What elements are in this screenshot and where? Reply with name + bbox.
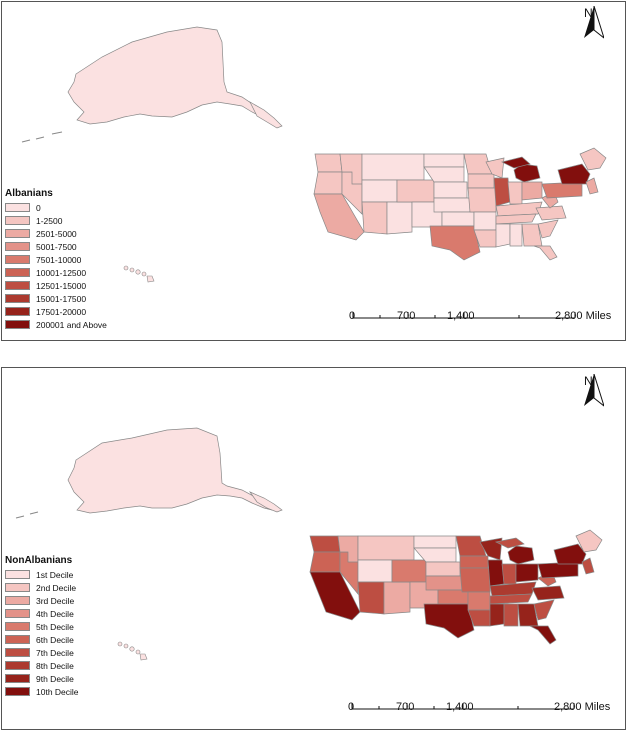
legend-item: 200001 and Above <box>5 318 107 331</box>
legend-label: 1st Decile <box>36 569 74 580</box>
legend-swatch <box>5 281 30 290</box>
scale-tick-700: 700 <box>396 701 415 713</box>
legend-item: 6th Decile <box>5 633 79 646</box>
legend-label: 8th Decile <box>36 660 74 671</box>
legend-item: 17501-20000 <box>5 305 107 318</box>
legend-swatch <box>5 687 30 696</box>
legend-label: 10th Decile <box>36 686 79 697</box>
legend-label: 6th Decile <box>36 634 74 645</box>
legend-label: 2nd Decile <box>36 582 77 593</box>
hawaii-shape <box>117 641 148 661</box>
legend-swatch <box>5 255 30 264</box>
legend-label: 15001-17500 <box>36 293 87 304</box>
legend-item: 7501-10000 <box>5 253 107 266</box>
hawaii-shape <box>123 265 155 283</box>
legend-label: 200001 and Above <box>36 319 107 330</box>
legend-swatch <box>5 203 30 212</box>
nonalbanians-legend: NonAlbanians 1st Decile 2nd Decile 3rd Dec… <box>5 555 79 698</box>
legend-swatch <box>5 622 30 631</box>
scale-tick-2800: 2,800 Miles <box>555 310 612 322</box>
legend-item: 4th Decile <box>5 607 79 620</box>
nonalbanians-map-canvas <box>15 427 603 661</box>
legend-label: 12501-15000 <box>36 280 87 291</box>
scale-bar-line <box>352 312 576 319</box>
legend-item: 2nd Decile <box>5 581 79 594</box>
legend-label: 3rd Decile <box>36 595 75 606</box>
albanians-map-canvas <box>21 26 607 283</box>
legend-swatch <box>5 320 30 329</box>
scale-bar: 0 700 1,400 2,800 Miles <box>348 701 620 729</box>
legend-label: 9th Decile <box>36 673 74 684</box>
legend-label: 10001-12500 <box>36 267 87 278</box>
legend-swatch <box>5 229 30 238</box>
legend-label: 2501-5000 <box>36 228 77 239</box>
legend-label: 7501-10000 <box>36 254 82 265</box>
north-label: N <box>584 374 593 388</box>
legend-item: 1st Decile <box>5 568 79 581</box>
legend-swatch <box>5 570 30 579</box>
legend-item: 1-2500 <box>5 214 107 227</box>
legend-swatch <box>5 307 30 316</box>
legend-label: 0 <box>36 202 41 213</box>
north-arrow-icon <box>584 6 604 39</box>
scale-tick-1400: 1,400 <box>446 701 474 713</box>
legend-swatch <box>5 635 30 644</box>
legend-item: 12501-15000 <box>5 279 107 292</box>
legend-item: 3rd Decile <box>5 594 79 607</box>
alaska-panhandle-shape <box>249 491 283 513</box>
legend-item: 5001-7500 <box>5 240 107 253</box>
scale-tick-1400: 1,400 <box>447 310 475 322</box>
legend-title: NonAlbanians <box>5 555 73 566</box>
north-arrow: N <box>584 6 604 39</box>
alaska-panhandle-shape <box>249 101 283 129</box>
legend-label: 7th Decile <box>36 647 74 658</box>
legend-swatch <box>5 268 30 277</box>
north-arrow: N <box>584 374 604 407</box>
scale-bar-line <box>351 703 575 710</box>
legend-item: 5th Decile <box>5 620 79 633</box>
legend-swatch <box>5 216 30 225</box>
legend-label: 5001-7500 <box>36 241 77 252</box>
legend-swatch <box>5 242 30 251</box>
scale-tick-0: 0 <box>348 701 355 713</box>
legend-item: 10001-12500 <box>5 266 107 279</box>
scale-tick-700: 700 <box>397 310 416 322</box>
legend-item: 0 <box>5 201 107 214</box>
legend-item: 10th Decile <box>5 685 79 698</box>
conus-states <box>313 147 607 261</box>
north-arrow-icon <box>584 374 604 407</box>
aleutian-islands-shape <box>21 131 63 143</box>
legend-label: 5th Decile <box>36 621 74 632</box>
legend-label: 17501-20000 <box>36 306 87 317</box>
albanians-map-panel: Albanians 0 1-2500 2501-5000 5001-7500 7501-… <box>1 1 626 341</box>
alaska-shape <box>67 26 273 125</box>
scale-tick-0: 0 <box>349 310 356 322</box>
legend-title: Albanians <box>5 188 53 199</box>
legend-swatch <box>5 583 30 592</box>
legend-label: 1-2500 <box>36 215 63 226</box>
alaska-shape <box>67 427 273 514</box>
legend-item: 15001-17500 <box>5 292 107 305</box>
legend-swatch <box>5 661 30 670</box>
legend-item: 9th Decile <box>5 672 79 685</box>
legend-swatch <box>5 596 30 605</box>
legend-item: 8th Decile <box>5 659 79 672</box>
legend-swatch <box>5 294 30 303</box>
legend-swatch <box>5 609 30 618</box>
nonalbanians-map-panel: NonAlbanians 1st Decile 2nd Decile 3rd Dec… <box>1 367 626 730</box>
legend-item: 7th Decile <box>5 646 79 659</box>
aleutian-islands-shape <box>15 511 39 519</box>
scale-tick-2800: 2,800 Miles <box>554 701 611 713</box>
north-label: N <box>584 6 593 20</box>
albanians-legend: Albanians 0 1-2500 2501-5000 5001-7500 7501-… <box>5 188 107 331</box>
legend-swatch <box>5 674 30 683</box>
legend-item: 2501-5000 <box>5 227 107 240</box>
legend-label: 4th Decile <box>36 608 74 619</box>
scale-bar: 0 700 1,400 2,800 Miles <box>349 310 621 338</box>
legend-swatch <box>5 648 30 657</box>
conus-states <box>309 529 603 645</box>
